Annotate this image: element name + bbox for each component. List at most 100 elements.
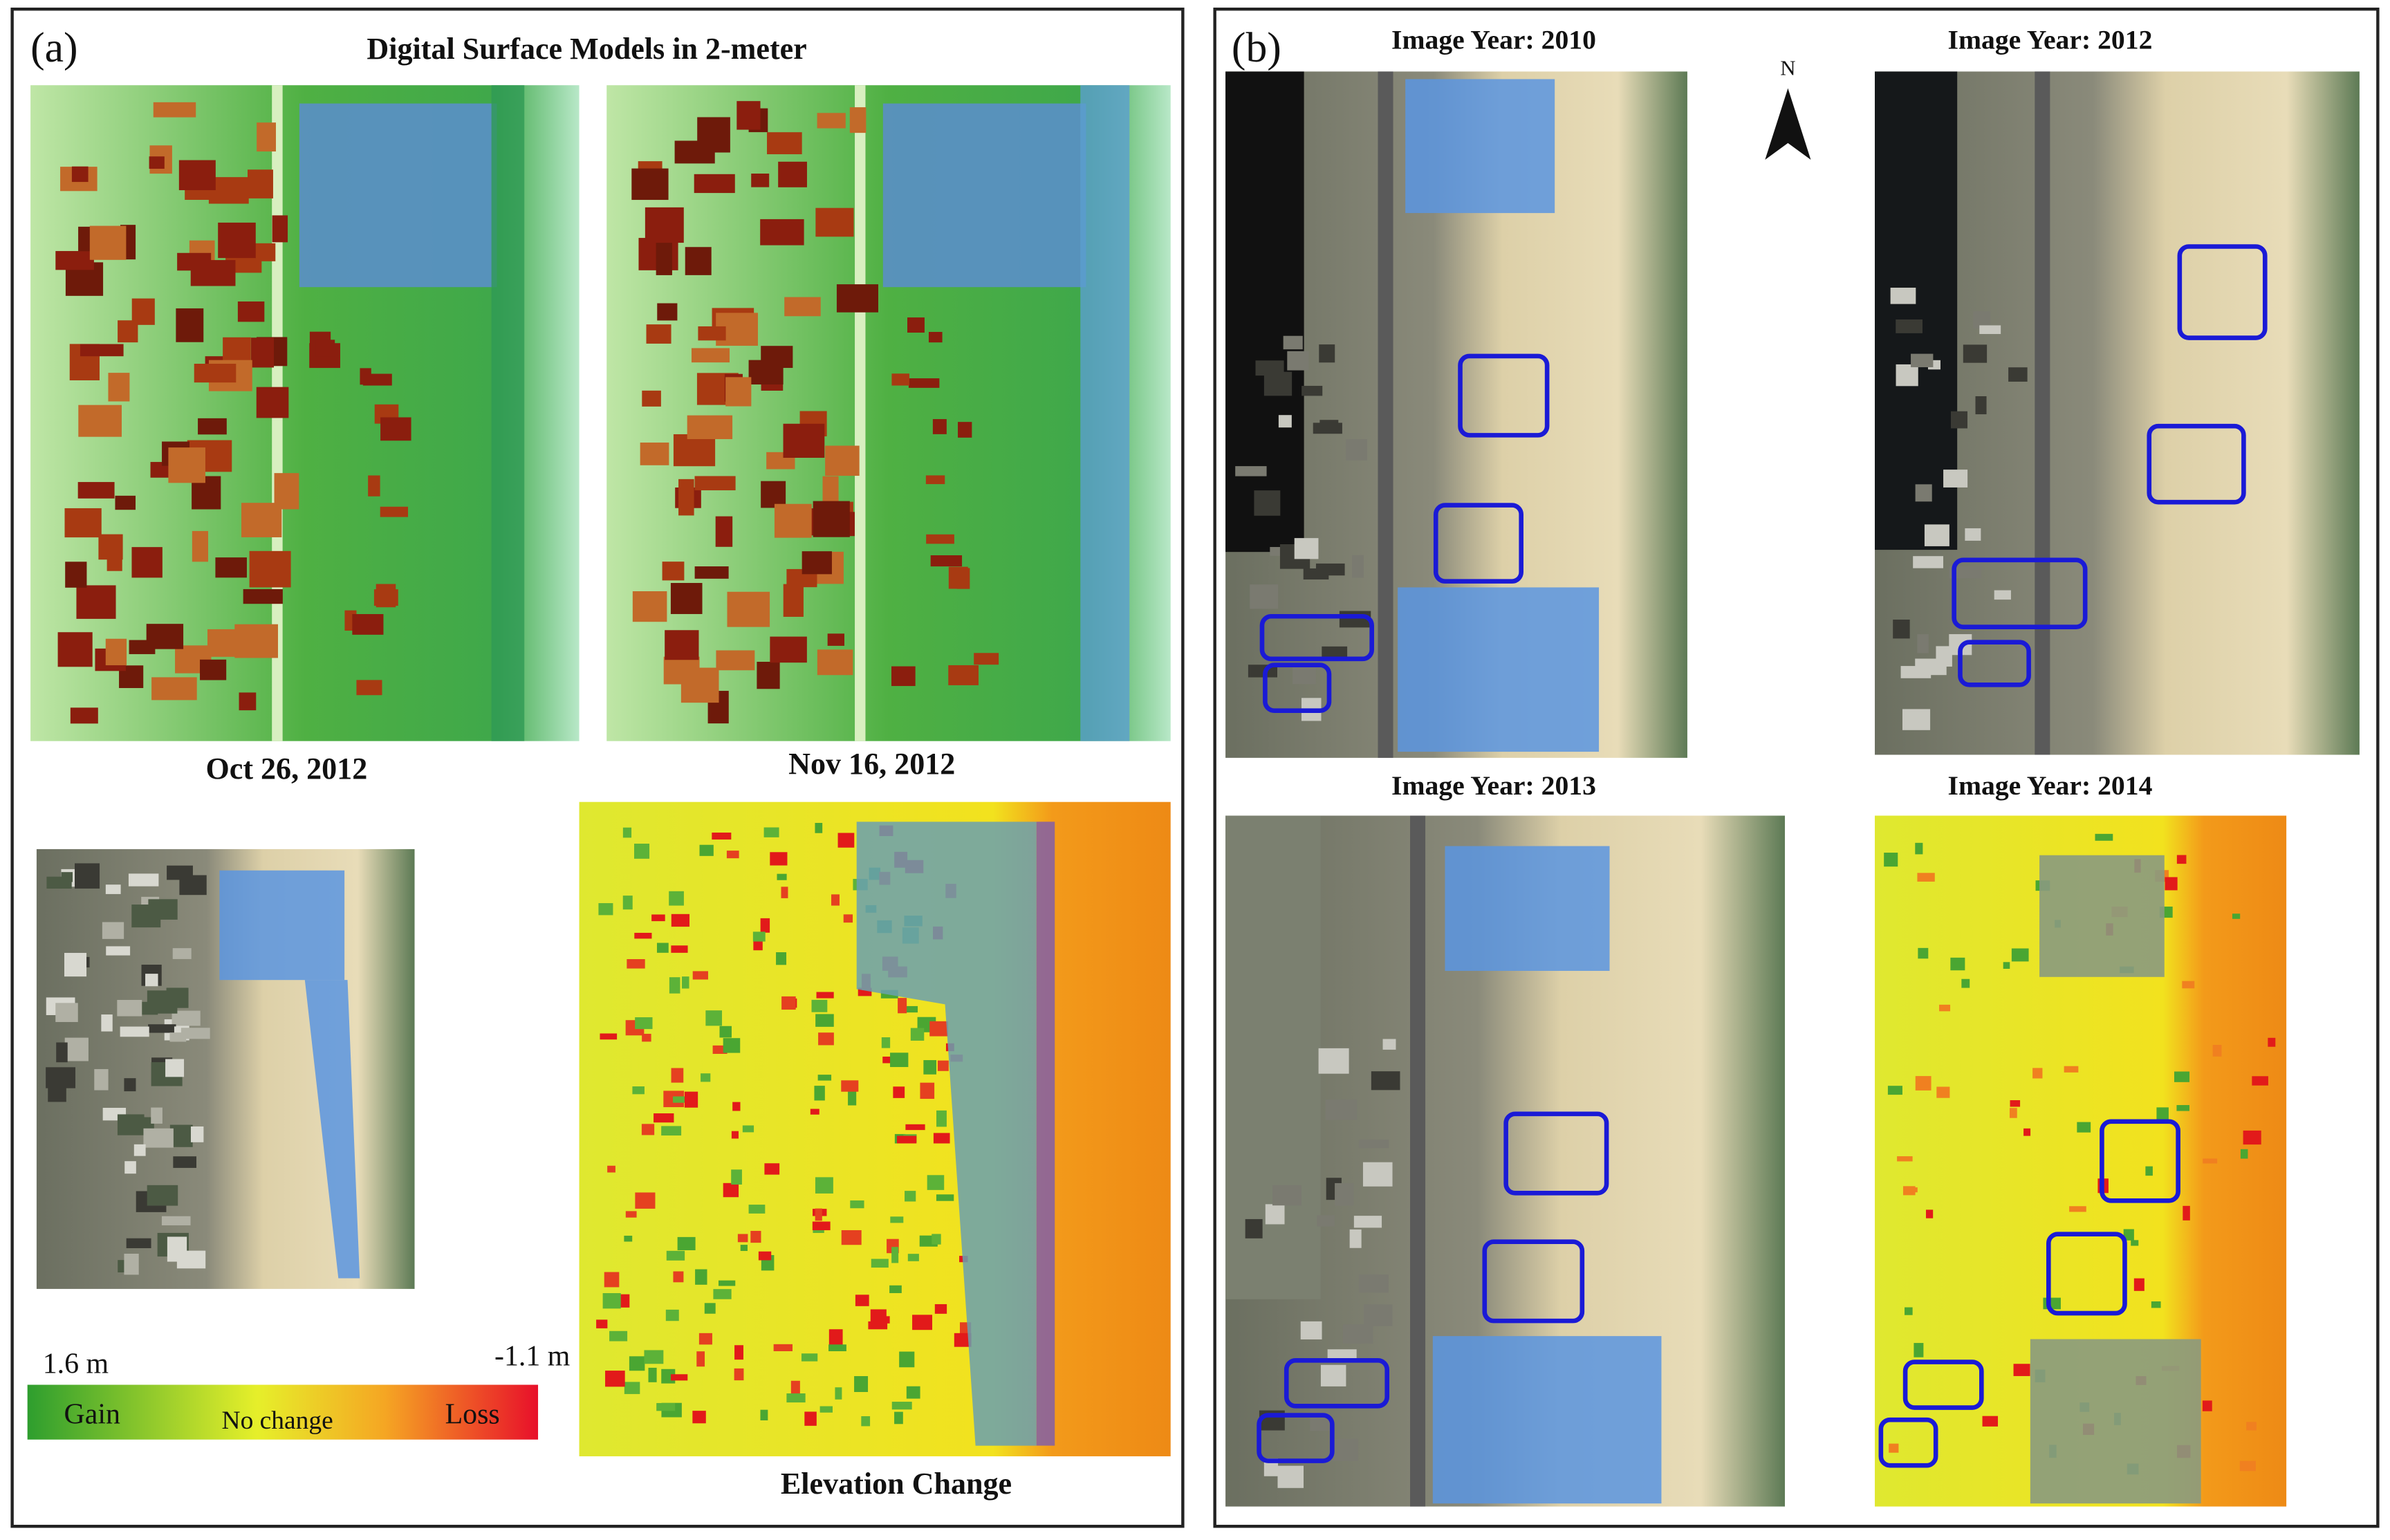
map-feature xyxy=(2240,1149,2248,1159)
map-feature xyxy=(198,418,227,435)
map-feature xyxy=(912,1315,933,1330)
map-feature xyxy=(1317,1215,1335,1227)
map-feature xyxy=(726,851,739,859)
map-feature xyxy=(1902,709,1931,730)
map-feature xyxy=(360,368,371,385)
map-feature xyxy=(760,918,770,933)
map-feature xyxy=(1358,1139,1389,1149)
map-feature xyxy=(848,1091,857,1106)
parking-lot xyxy=(1432,1336,1662,1504)
shoreline xyxy=(1036,822,1055,1446)
map-feature xyxy=(1287,351,1309,371)
beach xyxy=(491,85,525,741)
map-feature xyxy=(671,945,688,953)
map-feature xyxy=(868,1321,888,1330)
map-feature xyxy=(2123,1229,2134,1241)
image-caption: Oct 26, 2012 xyxy=(205,752,367,786)
map-feature xyxy=(920,1082,935,1100)
map-feature xyxy=(64,952,87,977)
map-feature xyxy=(731,1169,742,1185)
map-feature xyxy=(1915,1076,1932,1091)
map-feature xyxy=(828,1329,843,1345)
map-feature xyxy=(1327,1349,1357,1362)
map-feature xyxy=(673,434,716,467)
map-feature xyxy=(194,364,237,383)
map-feature xyxy=(719,1026,732,1038)
highlight-box xyxy=(1433,503,1523,584)
map-feature xyxy=(682,976,689,989)
map-feature xyxy=(635,1017,653,1030)
map-feature xyxy=(671,1068,684,1083)
parking-lot xyxy=(882,103,1086,288)
map-feature xyxy=(692,1411,706,1424)
map-feature xyxy=(666,1250,685,1261)
map-feature xyxy=(1301,385,1323,396)
map-feature xyxy=(1250,584,1279,609)
map-feature xyxy=(248,169,273,198)
map-feature xyxy=(705,1010,723,1026)
map-feature xyxy=(1325,1099,1358,1120)
map-feature xyxy=(704,1303,716,1314)
map-feature xyxy=(933,1133,950,1144)
map-feature xyxy=(70,707,98,724)
map-feature xyxy=(734,1368,744,1381)
highlight-box xyxy=(2147,423,2246,505)
map-feature xyxy=(1331,1438,1358,1461)
map-feature xyxy=(890,1216,904,1223)
image-title: Image Year: 2013 xyxy=(1391,770,1596,801)
map-feature xyxy=(1943,470,1968,488)
map-feature xyxy=(2176,855,2187,864)
map-feature xyxy=(889,1285,902,1293)
panel-label: (b) xyxy=(1232,24,1281,71)
highlight-box xyxy=(1259,613,1374,662)
map-feature xyxy=(239,692,257,711)
beach-overlay xyxy=(304,980,360,1279)
map-feature xyxy=(2003,962,2010,970)
map-feature xyxy=(815,1014,834,1027)
map-feature xyxy=(153,102,196,118)
map-feature xyxy=(815,1208,822,1221)
map-feature xyxy=(124,1253,139,1275)
map-feature xyxy=(670,583,703,614)
legend-gain: Gain xyxy=(64,1398,120,1430)
parking-lot xyxy=(1445,846,1610,971)
map-feature xyxy=(748,1205,766,1214)
map-feature xyxy=(723,1038,741,1053)
map-feature xyxy=(742,1125,754,1133)
map-feature xyxy=(272,215,288,243)
map-images xyxy=(30,71,2360,1507)
map-feature xyxy=(145,974,158,987)
map-feature xyxy=(811,999,828,1012)
map-feature xyxy=(1925,1209,1934,1218)
map-feature xyxy=(761,346,793,369)
map-feature xyxy=(1963,344,1988,363)
map-feature xyxy=(56,1042,68,1063)
map-feature xyxy=(814,1086,825,1101)
map-feature xyxy=(930,555,963,567)
map-feature xyxy=(1924,524,1949,546)
legend-no-change: No change xyxy=(222,1407,333,1435)
map-feature xyxy=(843,914,853,923)
map-feature xyxy=(173,1156,196,1168)
map-feature xyxy=(934,1304,947,1314)
map-feature xyxy=(694,174,735,194)
map-feature xyxy=(760,219,804,245)
map-feature xyxy=(669,977,680,994)
highlight-box xyxy=(1257,1413,1335,1463)
map-feature xyxy=(923,1060,936,1075)
map-feature xyxy=(948,665,979,685)
map-feature xyxy=(1975,396,1987,415)
map-feature xyxy=(1911,353,1934,368)
map-feature xyxy=(605,1371,625,1387)
map-feature xyxy=(656,242,672,275)
map-feature xyxy=(257,122,276,152)
map-feature xyxy=(648,1367,657,1382)
map-feature xyxy=(200,659,227,680)
image-caption: Elevation Change xyxy=(781,1467,1012,1501)
map-feature xyxy=(1918,947,1929,959)
map-feature xyxy=(784,297,821,317)
map-feature xyxy=(176,1250,206,1269)
map-feature xyxy=(831,894,840,906)
highlight-box xyxy=(2177,244,2268,340)
